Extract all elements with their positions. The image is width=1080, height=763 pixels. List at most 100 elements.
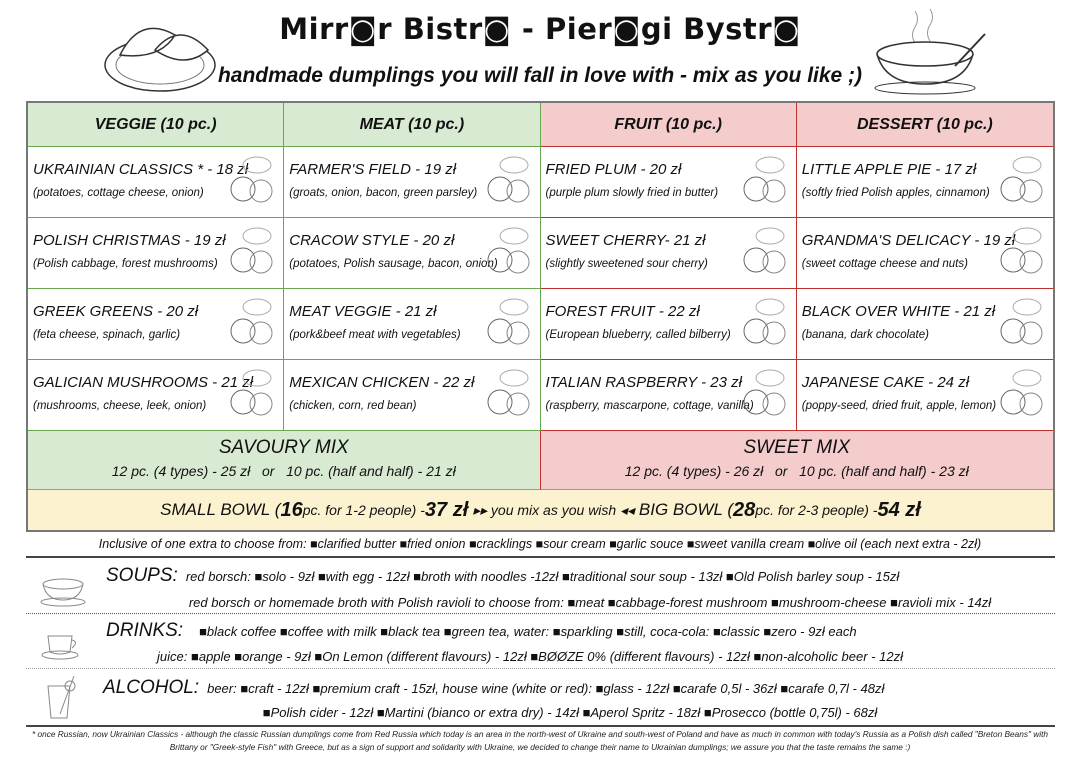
- item-name: FOREST FRUIT - 22 zł: [545, 303, 700, 320]
- big-bowl-count: 28: [733, 498, 756, 521]
- divider: [26, 668, 1055, 669]
- item-description: (potatoes, cottage cheese, onion): [33, 187, 204, 199]
- blueberry-icon: [743, 298, 786, 345]
- bowl-offer: SMALL BOWL (16 pc. for 1-2 people) - 37 …: [28, 490, 1053, 530]
- savoury-mix-option-1: 12 pc. (4 types) - 25 zł: [111, 463, 251, 479]
- item-name: POLISH CHRISTMAS - 19 zł: [33, 232, 226, 249]
- cherry-icon: [743, 227, 786, 274]
- drinks-line-2: juice: ■apple ■orange - 9zł ■On Lemon (d…: [157, 649, 903, 664]
- item-name: JAPANESE CAKE - 24 zł: [801, 374, 970, 391]
- savoury-mix: SAVOURY MIX 12 pc. (4 types) - 25 zł or …: [28, 431, 541, 490]
- sweet-mix-option-1: 12 pc. (4 types) - 26 zł: [624, 463, 764, 479]
- savoury-mix-title: SAVOURY MIX: [218, 437, 349, 458]
- big-bowl-label: BIG BOWL (: [638, 500, 734, 519]
- soup-bowl-icon: [874, 8, 986, 95]
- menu-item: UKRAINIAN CLASSICS * - 18 zł (potatoes, c…: [28, 147, 285, 218]
- alcohol-line-2: ■Polish cider - 12zł ■Martini (bianco or…: [262, 705, 878, 720]
- sweet-mix-option-2: 10 pc. (half and half) - 23 zł: [799, 463, 969, 479]
- banana-chocolate-icon: [1000, 298, 1043, 345]
- savoury-mix-option-2: 10 pc. (half and half) - 21 zł: [286, 463, 456, 479]
- item-name: SWEET CHERRY- 21 zł: [545, 232, 706, 249]
- mix-note: ▸▸ you mix as you wish ◂◂: [472, 501, 635, 518]
- menu-item: FOREST FRUIT - 22 zł (European blueberry,…: [540, 289, 797, 360]
- big-bowl-price: 54 zł: [877, 498, 921, 521]
- category-header: DESSERT (10 pc.): [796, 103, 1053, 147]
- extras-line: Inclusive of one extra to choose from: ■…: [98, 537, 982, 551]
- item-name: FRIED PLUM - 20 zł: [545, 161, 682, 178]
- potatoes-onion-icon: [230, 156, 273, 203]
- drinks-label: DRINKS:: [106, 620, 184, 641]
- dumplings-plate-icon: [104, 27, 216, 92]
- item-description: (pork&beef meat with vegetables): [289, 329, 461, 341]
- plum-icon: [743, 156, 786, 203]
- apple-poppy-icon: [1000, 369, 1043, 416]
- soups-section: SOUPS: red borsch: ■solo - 9zł ■with egg …: [106, 565, 899, 587]
- small-bowl-label: SMALL BOWL (: [160, 500, 281, 519]
- sweet-mix-title: SWEET MIX: [743, 437, 851, 458]
- item-description: (groats, onion, bacon, green parsley): [289, 187, 478, 199]
- walnut-icon: [1000, 227, 1043, 274]
- menu-item: POLISH CHRISTMAS - 19 zł (Polish cabbage,…: [28, 218, 285, 289]
- item-name: CRACOW STYLE - 20 zł: [289, 232, 455, 249]
- item-name: MEAT VEGGIE - 21 zł: [289, 303, 437, 320]
- item-description: (Polish cabbage, forest mushrooms): [33, 258, 218, 270]
- or-label: or: [774, 463, 788, 479]
- menu-item: ITALIAN RASPBERRY - 23 zł (raspberry, mas…: [540, 360, 797, 431]
- small-bowl-price: 37 zł: [424, 498, 469, 521]
- cocktail-glass-icon: [47, 675, 76, 719]
- item-name: GRANDMA'S DELICACY - 19 zł: [801, 232, 1016, 249]
- chicken-corn-icon: [487, 369, 529, 416]
- alcohol-section: ALCOHOL: beer: ■craft - 12zł ■premium cra…: [103, 677, 884, 699]
- menu-item: BLACK OVER WHITE - 21 zł (banana, dark ch…: [796, 289, 1053, 360]
- item-description: (slightly sweetened sour cherry): [545, 258, 708, 270]
- ham-icon: [487, 298, 529, 345]
- dumplings-menu-table: VEGGIE (10 pc.) MEAT (10 pc.) FRUIT (10 pc…: [26, 101, 1055, 532]
- item-name: GALICIAN MUSHROOMS - 21 zł: [33, 374, 254, 391]
- item-name: UKRAINIAN CLASSICS * - 18 zł: [33, 161, 249, 178]
- item-description: (sweet cottage cheese and nuts): [801, 258, 968, 270]
- menu-item: MEXICAN CHICKEN - 22 zł (chicken, corn, r…: [284, 360, 541, 431]
- item-description: (banana, dark chocolate): [801, 329, 929, 341]
- wheat-bacon-icon: [487, 156, 529, 203]
- item-description: (chicken, corn, red bean): [289, 400, 417, 412]
- item-description: (purple plum slowly fried in butter): [545, 187, 719, 199]
- page-title: Mirr◙r Bistr◙ - Pier◙gi Bystr◙: [279, 12, 801, 46]
- item-name: FARMER'S FIELD - 19 zł: [289, 161, 457, 178]
- raspberry-icon: [743, 369, 786, 416]
- divider: [26, 556, 1055, 558]
- category-header: FRUIT (10 pc.): [540, 103, 797, 147]
- item-description: (feta cheese, spinach, garlic): [33, 329, 181, 341]
- soups-label: SOUPS:: [106, 565, 178, 586]
- menu-item: GREEK GREENS - 20 zł (feta cheese, spinac…: [28, 289, 285, 360]
- or-label: or: [261, 463, 275, 479]
- category-header: MEAT (10 pc.): [284, 103, 541, 147]
- menu-item: SWEET CHERRY- 21 zł (slightly sweetened s…: [540, 218, 797, 289]
- item-name: MEXICAN CHICKEN - 22 zł: [289, 374, 475, 391]
- menu-item: FARMER'S FIELD - 19 zł (groats, onion, ba…: [284, 147, 541, 218]
- item-description: (European blueberry, called bilberry): [545, 329, 731, 341]
- footnote: * once Russian, now Ukrainian Classics -…: [31, 729, 1049, 752]
- item-name: BLACK OVER WHITE - 21 zł: [801, 303, 996, 320]
- item-description: (softly fried Polish apples, cinnamon): [801, 187, 990, 199]
- category-header: VEGGIE (10 pc.): [28, 103, 285, 147]
- page-subtitle: handmade dumplings you will fall in love…: [217, 64, 863, 87]
- big-bowl-desc: pc. for 2-3 people) -: [755, 502, 878, 518]
- soups-line-1: red borsch: ■solo - 9zł ■with egg - 12zł…: [185, 569, 900, 584]
- sausage-icon: [487, 227, 529, 274]
- sweet-mix: SWEET MIX 12 pc. (4 types) - 26 zł or 10…: [540, 431, 1053, 490]
- divider: [26, 725, 1055, 727]
- item-name: GREEK GREENS - 20 zł: [33, 303, 199, 320]
- cabbage-mushroom-icon: [230, 227, 273, 274]
- menu-item: CRACOW STYLE - 20 zł (potatoes, Polish sa…: [284, 218, 541, 289]
- cheese-spinach-icon: [230, 298, 273, 345]
- item-description: (raspberry, mascarpone, cottage, vanilla…: [545, 400, 754, 412]
- drinks-line-1: ■black coffee ■coffee with milk ■black t…: [199, 624, 857, 639]
- mushroom-cheese-icon: [230, 369, 273, 416]
- small-bowl-count: 16: [280, 498, 303, 521]
- item-name: LITTLE APPLE PIE - 17 zł: [801, 161, 977, 178]
- coffee-cup-icon: [41, 635, 79, 660]
- menu-item: LITTLE APPLE PIE - 17 zł (softly fried Po…: [796, 147, 1053, 218]
- menu-item: FRIED PLUM - 20 zł (purple plum slowly fr…: [540, 147, 797, 218]
- alcohol-line-1: beer: ■craft - 12zł ■premium craft - 15z…: [207, 681, 885, 696]
- soup-cup-icon: [40, 578, 86, 607]
